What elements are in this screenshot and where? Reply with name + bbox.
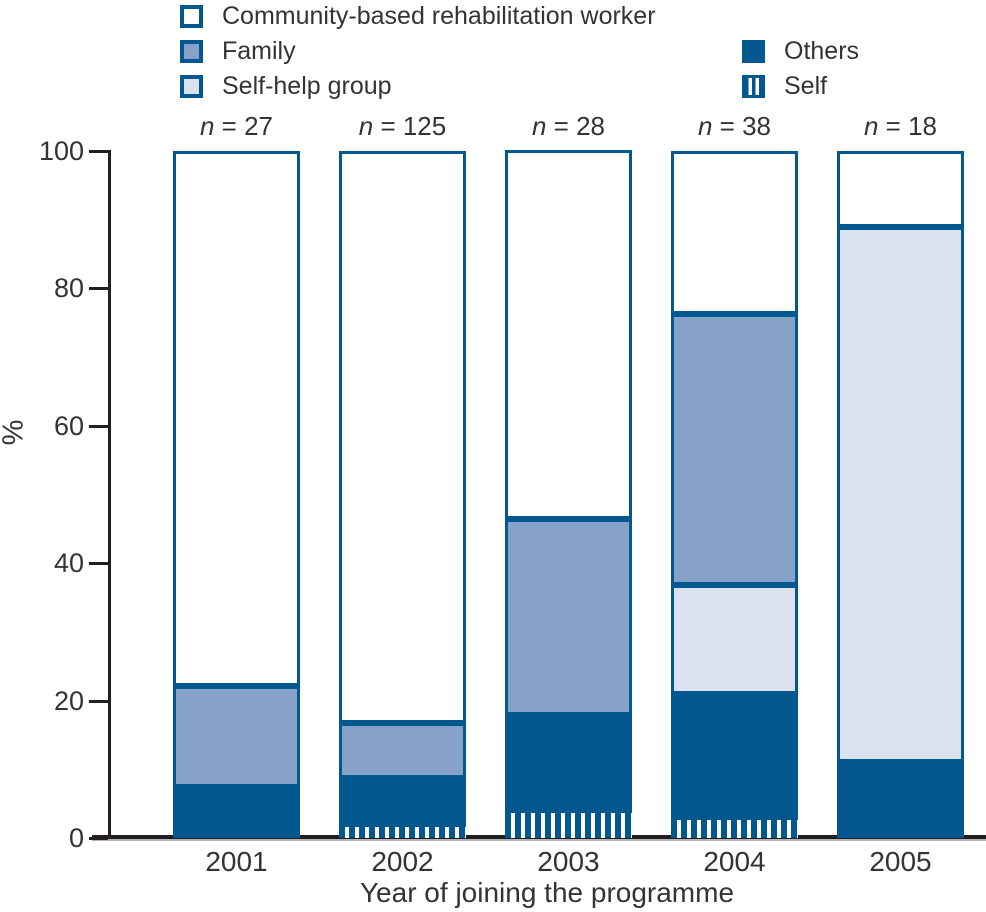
n-count-label-2003: n = 28 [531, 111, 606, 141]
x-tick-label-2002: 2002 [371, 846, 434, 877]
family-swatch-icon [180, 40, 203, 63]
bar-segment-family-2003 [505, 518, 632, 716]
n-count-label-2004: n = 38 [697, 111, 772, 141]
y-tick-mark-40 [89, 562, 108, 566]
legend-item-cbr: Community-based rehabilitation worker [180, 2, 656, 30]
bar-segment-cbr-2001 [173, 151, 300, 686]
bar-segment-cbr-2005 [837, 151, 964, 228]
bar-segment-self_help-2005 [837, 227, 964, 762]
bar-segment-cbr-2003 [505, 150, 632, 519]
legend-label-cbr: Community-based rehabilitation worker [222, 2, 656, 30]
legend-label-self: Self [784, 72, 828, 100]
bar-segment-others-2002 [339, 777, 466, 828]
n-count-label-2001: n = 27 [199, 111, 274, 141]
legend-item-self: Self [742, 72, 859, 100]
y-tick-label-40: 40 [53, 548, 84, 579]
legend-item-others: Others [742, 37, 860, 65]
self-help-swatch-icon [180, 75, 203, 98]
bar-segment-others-2001 [173, 787, 300, 838]
bar-segment-others-2004 [671, 693, 798, 821]
legend-item-family: Family [180, 37, 656, 65]
legend-label-self-help: Self-help group [222, 72, 392, 100]
others-swatch-icon [742, 40, 765, 63]
n-count-label-2002: n = 125 [358, 111, 447, 141]
legend-label-others: Others [784, 37, 860, 65]
bar-segment-self_help-2004 [671, 585, 798, 694]
legend-item-self-help: Self-help group [180, 72, 656, 100]
bar-segment-self-2003 [505, 813, 632, 838]
bar-segment-cbr-2002 [339, 151, 466, 723]
y-axis-line [108, 150, 111, 838]
legend-label-family: Family [222, 37, 296, 65]
y-tick-label-80: 80 [53, 273, 84, 304]
bar-segment-family-2004 [671, 313, 798, 586]
x-tick-label-2003: 2003 [537, 846, 600, 877]
bar-segment-others-2005 [837, 761, 964, 838]
x-axis-title: Year of joining the programme [359, 877, 735, 908]
cbr-swatch-icon [180, 5, 203, 28]
bar-segment-self-2004 [671, 820, 798, 838]
y-tick-label-100: 100 [38, 136, 84, 166]
bar-segment-cbr-2004 [671, 151, 798, 314]
y-tick-mark-60 [89, 424, 108, 428]
legend-left-column: Community-based rehabilitation worker Fa… [180, 2, 656, 110]
y-tick-label-60: 60 [53, 410, 84, 441]
legend-right-column: Others Self [742, 37, 860, 110]
y-tick-label-20: 20 [53, 685, 84, 716]
y-tick-mark-80 [89, 287, 108, 291]
bar-segment-others-2003 [505, 715, 632, 814]
y-tick-label-0: 0 [68, 823, 84, 853]
y-tick-mark-0 [89, 837, 108, 840]
x-tick-label-2005: 2005 [869, 846, 932, 877]
y-tick-mark-100 [89, 150, 108, 153]
bar-segment-family-2001 [173, 685, 300, 788]
bar-segment-family-2002 [339, 722, 466, 778]
y-tick-mark-20 [89, 699, 108, 703]
x-tick-label-2001: 2001 [205, 846, 268, 877]
self-swatch-icon [742, 75, 765, 98]
bar-segment-self-2002 [339, 827, 466, 838]
n-count-label-2005: n = 18 [863, 111, 938, 141]
x-tick-label-2004: 2004 [703, 846, 766, 877]
